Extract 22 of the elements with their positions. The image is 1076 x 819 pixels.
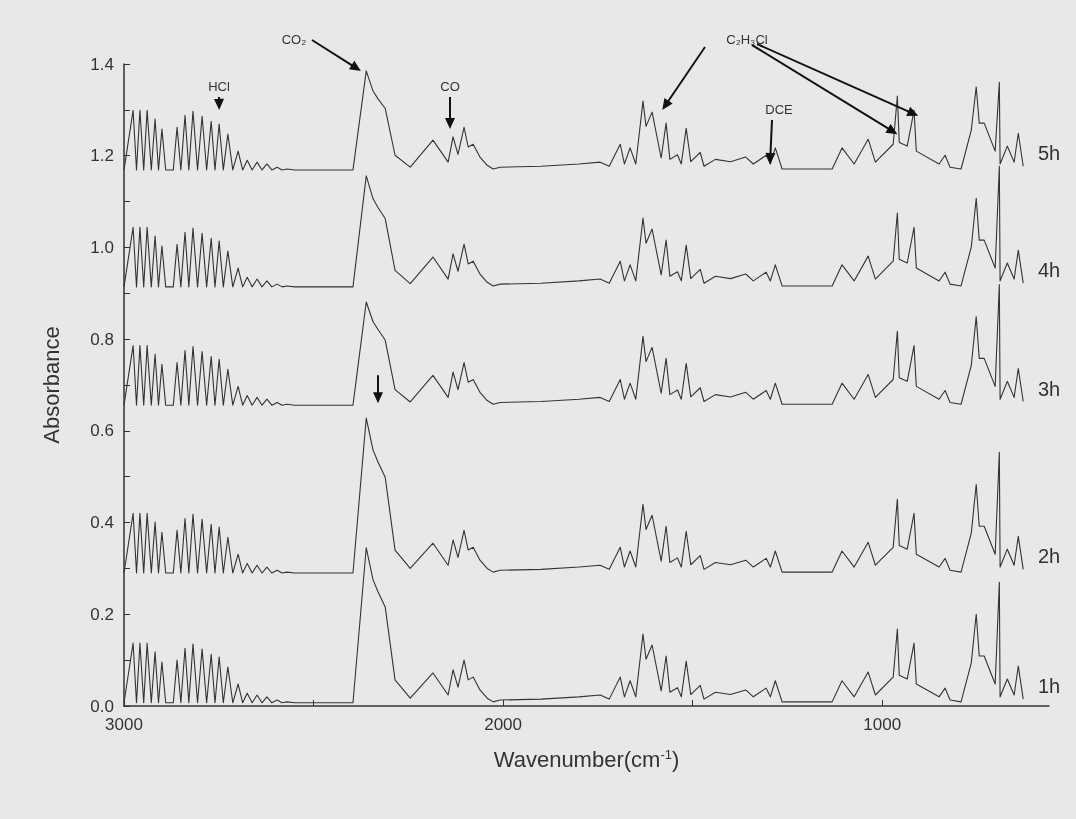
series-label: 4h <box>1038 259 1061 282</box>
y-tick-label: 0.4 <box>90 513 114 533</box>
x-tick-label: 3000 <box>105 715 143 734</box>
y-tick-label: 1.0 <box>90 237 114 257</box>
annotation: HCl <box>208 79 230 94</box>
y-tick-label: 0.2 <box>90 604 114 624</box>
x-tick-label: 1000 <box>863 715 902 734</box>
text: C₂H₃Cl <box>726 32 768 47</box>
y-tick-label: 0.6 <box>90 421 114 441</box>
y-tick-label: 1.2 <box>90 146 114 166</box>
text: 0.0 <box>90 696 114 716</box>
series-label: 1h <box>1038 675 1061 698</box>
series-label: 2h <box>1038 545 1061 568</box>
text: CO₂ <box>281 32 307 47</box>
series-label: 3h <box>1038 377 1061 400</box>
x-tick-label: 2000 <box>484 715 523 734</box>
series-label: 5h <box>1038 142 1061 165</box>
y-tick-label: 0.8 <box>90 329 114 349</box>
y-tick-label: 1.4 <box>90 54 114 74</box>
y-axis-title: Absorbance <box>38 326 64 444</box>
annotation: DCE <box>765 102 794 117</box>
annotation: CO <box>440 79 460 94</box>
